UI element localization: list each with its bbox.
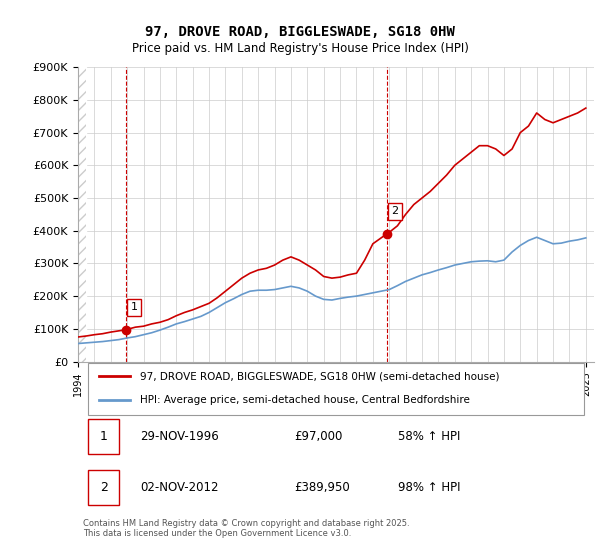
FancyBboxPatch shape — [88, 419, 119, 454]
Bar — [78, 67, 86, 362]
Text: Price paid vs. HM Land Registry's House Price Index (HPI): Price paid vs. HM Land Registry's House … — [131, 42, 469, 55]
Text: 2: 2 — [100, 481, 108, 494]
Bar — [78, 67, 86, 362]
Text: 29-NOV-1996: 29-NOV-1996 — [140, 430, 218, 443]
Text: 1: 1 — [131, 302, 137, 312]
Text: HPI: Average price, semi-detached house, Central Bedfordshire: HPI: Average price, semi-detached house,… — [140, 395, 470, 405]
Text: 1: 1 — [100, 430, 108, 443]
Text: £97,000: £97,000 — [295, 430, 343, 443]
Text: 2: 2 — [392, 207, 398, 216]
Text: 97, DROVE ROAD, BIGGLESWADE, SG18 0HW: 97, DROVE ROAD, BIGGLESWADE, SG18 0HW — [145, 25, 455, 39]
Text: 98% ↑ HPI: 98% ↑ HPI — [398, 481, 460, 494]
Text: 97, DROVE ROAD, BIGGLESWADE, SG18 0HW (semi-detached house): 97, DROVE ROAD, BIGGLESWADE, SG18 0HW (s… — [140, 371, 499, 381]
Text: 02-NOV-2012: 02-NOV-2012 — [140, 481, 218, 494]
Text: £389,950: £389,950 — [295, 481, 350, 494]
Text: Contains HM Land Registry data © Crown copyright and database right 2025.
This d: Contains HM Land Registry data © Crown c… — [83, 519, 410, 538]
FancyBboxPatch shape — [88, 470, 119, 505]
Text: 58% ↑ HPI: 58% ↑ HPI — [398, 430, 460, 443]
FancyBboxPatch shape — [88, 362, 584, 415]
